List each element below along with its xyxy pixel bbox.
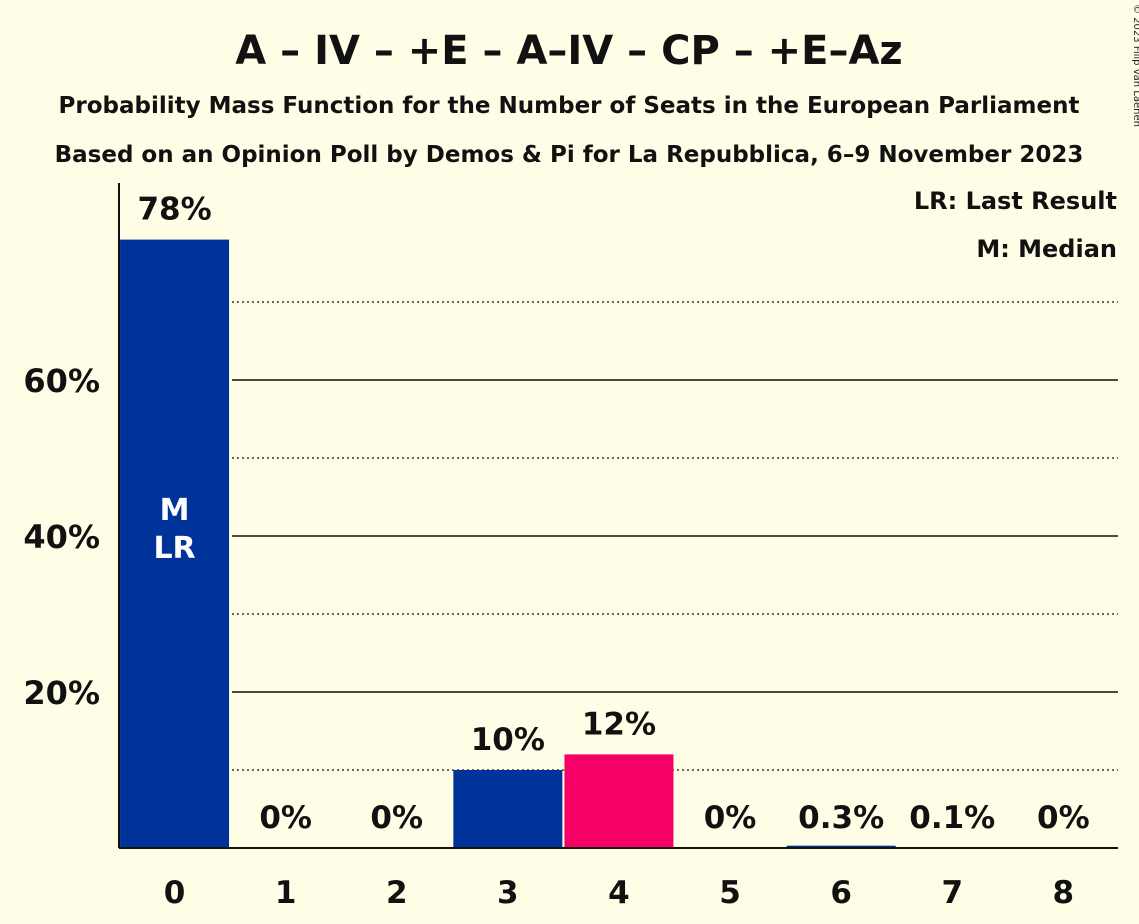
x-tick-label: 6 (830, 875, 852, 911)
copyright-notice: © 2023 Filip van Laenen (1131, 4, 1139, 127)
bar (120, 239, 230, 849)
bar-annotation: LR (153, 531, 195, 566)
x-tick-label: 4 (608, 875, 630, 911)
bar-annotation: M (160, 493, 190, 528)
chart-subtitle-source: Based on an Opinion Poll by Demos & Pi f… (55, 142, 1084, 168)
y-tick-label: 20% (23, 674, 100, 712)
legend-median: M: Median (976, 235, 1117, 263)
plot-area: 20%40%60%78%0MLR0%10%210%312%40%50.3%60.… (23, 183, 1118, 911)
data-label: 12% (582, 706, 656, 742)
y-tick-label: 40% (23, 518, 100, 556)
chart-title: A – IV – +E – A–IV – CP – +E–Az (235, 28, 902, 74)
x-tick-label: 5 (719, 875, 741, 911)
data-label: 0% (704, 800, 757, 836)
data-label: 0.3% (798, 800, 884, 836)
data-label: 78% (137, 192, 211, 228)
x-tick-label: 1 (275, 875, 297, 911)
data-label: 0% (1037, 800, 1090, 836)
x-tick-label: 2 (386, 875, 408, 911)
data-label: 0% (259, 800, 312, 836)
bar (564, 754, 674, 848)
x-tick-label: 7 (941, 875, 963, 911)
y-tick-label: 60% (23, 362, 100, 400)
x-tick-label: 3 (497, 875, 519, 911)
data-label: 10% (471, 722, 545, 758)
x-tick-label: 8 (1053, 875, 1075, 911)
chart-subtitle: Probability Mass Function for the Number… (59, 93, 1080, 119)
bar (453, 770, 563, 848)
legend-last-result: LR: Last Result (914, 187, 1117, 215)
x-tick-label: 0 (164, 875, 186, 911)
data-label: 0% (370, 800, 423, 836)
bar (786, 845, 896, 848)
data-label: 0.1% (909, 800, 995, 836)
